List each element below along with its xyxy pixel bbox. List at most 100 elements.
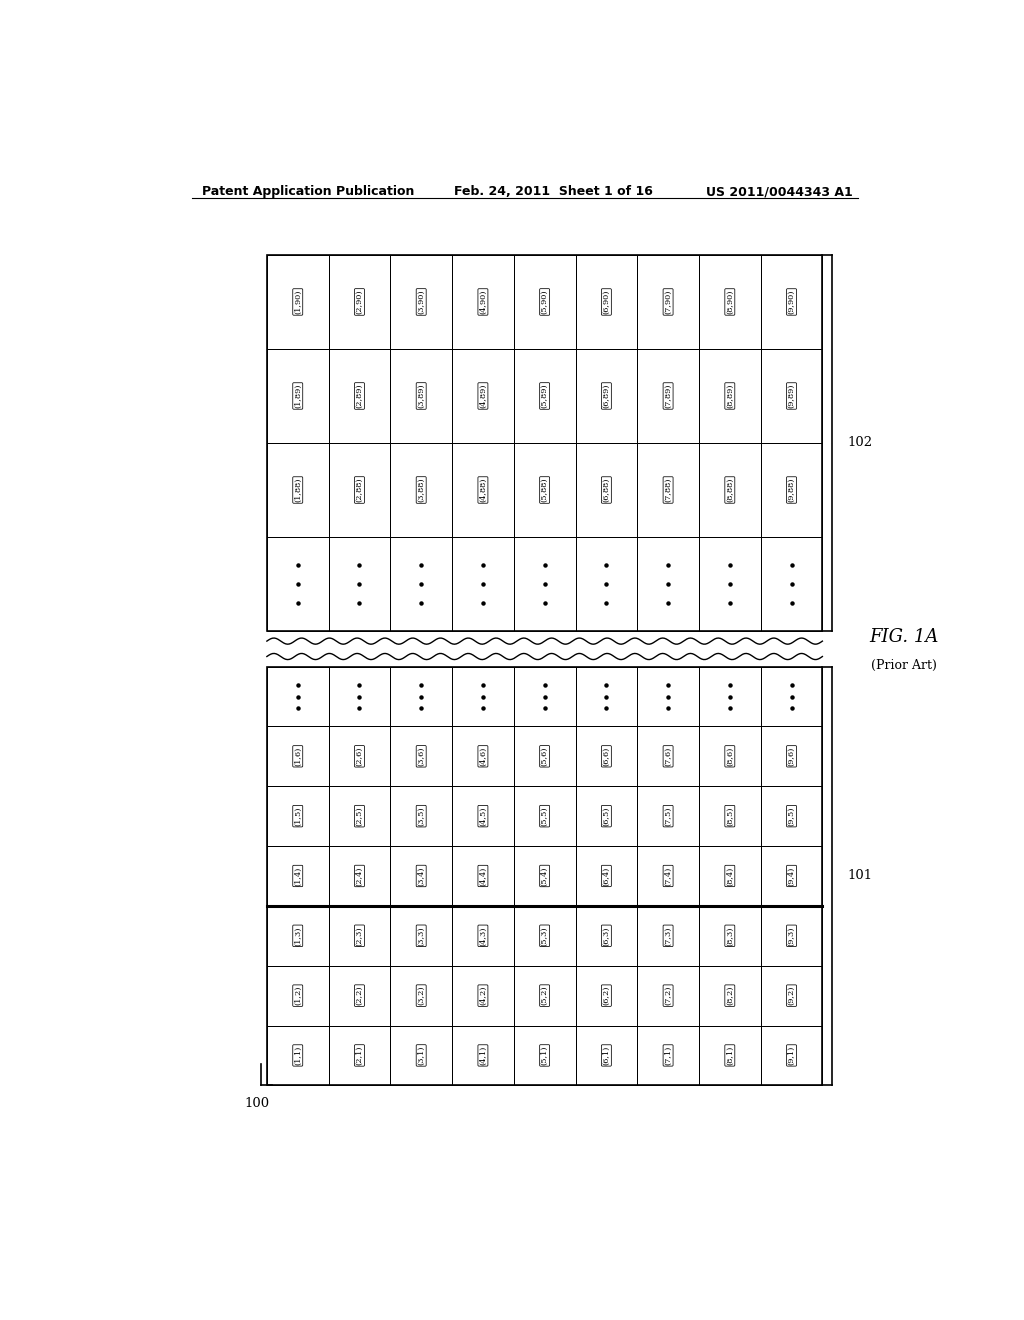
Bar bbox=[699, 846, 761, 906]
Text: (4,90): (4,90) bbox=[479, 289, 487, 314]
Bar bbox=[267, 846, 329, 906]
Text: (2,90): (2,90) bbox=[355, 289, 364, 314]
Text: (1,88): (1,88) bbox=[294, 478, 302, 502]
Bar bbox=[637, 966, 699, 1026]
Bar bbox=[514, 906, 575, 966]
Bar bbox=[390, 255, 452, 348]
Bar bbox=[452, 787, 514, 846]
Bar bbox=[514, 537, 575, 631]
Text: (6,6): (6,6) bbox=[602, 747, 610, 766]
Bar bbox=[267, 537, 329, 631]
Text: (6,1): (6,1) bbox=[602, 1045, 610, 1065]
Bar bbox=[514, 1026, 575, 1085]
Bar bbox=[390, 348, 452, 444]
Text: (9,88): (9,88) bbox=[787, 478, 796, 502]
Text: (3,2): (3,2) bbox=[417, 986, 425, 1006]
Bar bbox=[390, 667, 452, 726]
Bar bbox=[514, 667, 575, 726]
Bar bbox=[637, 348, 699, 444]
Bar bbox=[699, 444, 761, 537]
Bar bbox=[575, 906, 637, 966]
Text: 101: 101 bbox=[847, 870, 872, 883]
Text: (9,6): (9,6) bbox=[787, 747, 796, 766]
Text: (6,5): (6,5) bbox=[602, 807, 610, 826]
Bar bbox=[575, 966, 637, 1026]
Bar bbox=[761, 906, 822, 966]
Bar bbox=[699, 906, 761, 966]
Bar bbox=[267, 1026, 329, 1085]
Text: (7,2): (7,2) bbox=[665, 986, 672, 1006]
Text: (1,3): (1,3) bbox=[294, 927, 302, 945]
Text: (4,5): (4,5) bbox=[479, 807, 487, 826]
Text: (6,88): (6,88) bbox=[602, 478, 610, 502]
Text: (1,89): (1,89) bbox=[294, 384, 302, 408]
Bar bbox=[637, 906, 699, 966]
Bar bbox=[699, 667, 761, 726]
Text: (7,88): (7,88) bbox=[665, 478, 672, 502]
Bar bbox=[329, 348, 390, 444]
Text: (1,90): (1,90) bbox=[294, 289, 302, 314]
Bar bbox=[637, 1026, 699, 1085]
Text: (4,89): (4,89) bbox=[479, 384, 487, 408]
Text: (Prior Art): (Prior Art) bbox=[870, 659, 937, 672]
Text: (9,4): (9,4) bbox=[787, 866, 796, 886]
Bar bbox=[761, 1026, 822, 1085]
Bar bbox=[575, 846, 637, 906]
Bar bbox=[267, 667, 329, 726]
Text: (8,5): (8,5) bbox=[726, 807, 734, 826]
Text: (7,90): (7,90) bbox=[665, 289, 672, 314]
Bar bbox=[699, 537, 761, 631]
Text: (1,6): (1,6) bbox=[294, 747, 302, 766]
Bar bbox=[761, 846, 822, 906]
Bar bbox=[329, 537, 390, 631]
Bar bbox=[452, 667, 514, 726]
Text: (4,1): (4,1) bbox=[479, 1045, 487, 1065]
Text: (9,89): (9,89) bbox=[787, 384, 796, 408]
Bar bbox=[514, 846, 575, 906]
Text: (8,6): (8,6) bbox=[726, 747, 734, 766]
Bar bbox=[637, 667, 699, 726]
Text: (7,4): (7,4) bbox=[665, 866, 672, 886]
Bar bbox=[699, 966, 761, 1026]
Bar bbox=[575, 537, 637, 631]
Text: (7,3): (7,3) bbox=[665, 927, 672, 945]
Text: (2,4): (2,4) bbox=[355, 866, 364, 886]
Text: (5,90): (5,90) bbox=[541, 289, 549, 314]
Bar bbox=[761, 444, 822, 537]
Bar bbox=[514, 966, 575, 1026]
Bar bbox=[575, 726, 637, 787]
Bar bbox=[761, 787, 822, 846]
Bar bbox=[514, 444, 575, 537]
Bar bbox=[390, 966, 452, 1026]
Text: (3,1): (3,1) bbox=[417, 1045, 425, 1065]
Text: US 2011/0044343 A1: US 2011/0044343 A1 bbox=[706, 185, 853, 198]
Text: (6,4): (6,4) bbox=[602, 866, 610, 886]
Bar bbox=[637, 444, 699, 537]
Bar bbox=[637, 537, 699, 631]
Text: (8,88): (8,88) bbox=[726, 478, 734, 502]
Bar bbox=[452, 348, 514, 444]
Bar bbox=[699, 348, 761, 444]
Text: (5,4): (5,4) bbox=[541, 866, 549, 886]
Text: (8,89): (8,89) bbox=[726, 384, 734, 408]
Bar bbox=[267, 444, 329, 537]
Text: (6,2): (6,2) bbox=[602, 986, 610, 1006]
Bar bbox=[514, 787, 575, 846]
Text: (2,5): (2,5) bbox=[355, 807, 364, 826]
Text: (5,2): (5,2) bbox=[541, 986, 549, 1006]
Text: (3,5): (3,5) bbox=[417, 807, 425, 826]
Bar bbox=[452, 444, 514, 537]
Text: (6,90): (6,90) bbox=[602, 289, 610, 314]
Text: (9,2): (9,2) bbox=[787, 986, 796, 1006]
Bar bbox=[761, 348, 822, 444]
Text: (5,3): (5,3) bbox=[541, 927, 549, 945]
Text: (4,4): (4,4) bbox=[479, 866, 487, 886]
Bar bbox=[267, 966, 329, 1026]
Text: FIG. 1A: FIG. 1A bbox=[869, 628, 938, 647]
Bar bbox=[329, 966, 390, 1026]
Text: (7,6): (7,6) bbox=[665, 747, 672, 766]
Bar bbox=[452, 966, 514, 1026]
Bar bbox=[452, 255, 514, 348]
Bar bbox=[329, 726, 390, 787]
Text: (4,88): (4,88) bbox=[479, 478, 487, 502]
